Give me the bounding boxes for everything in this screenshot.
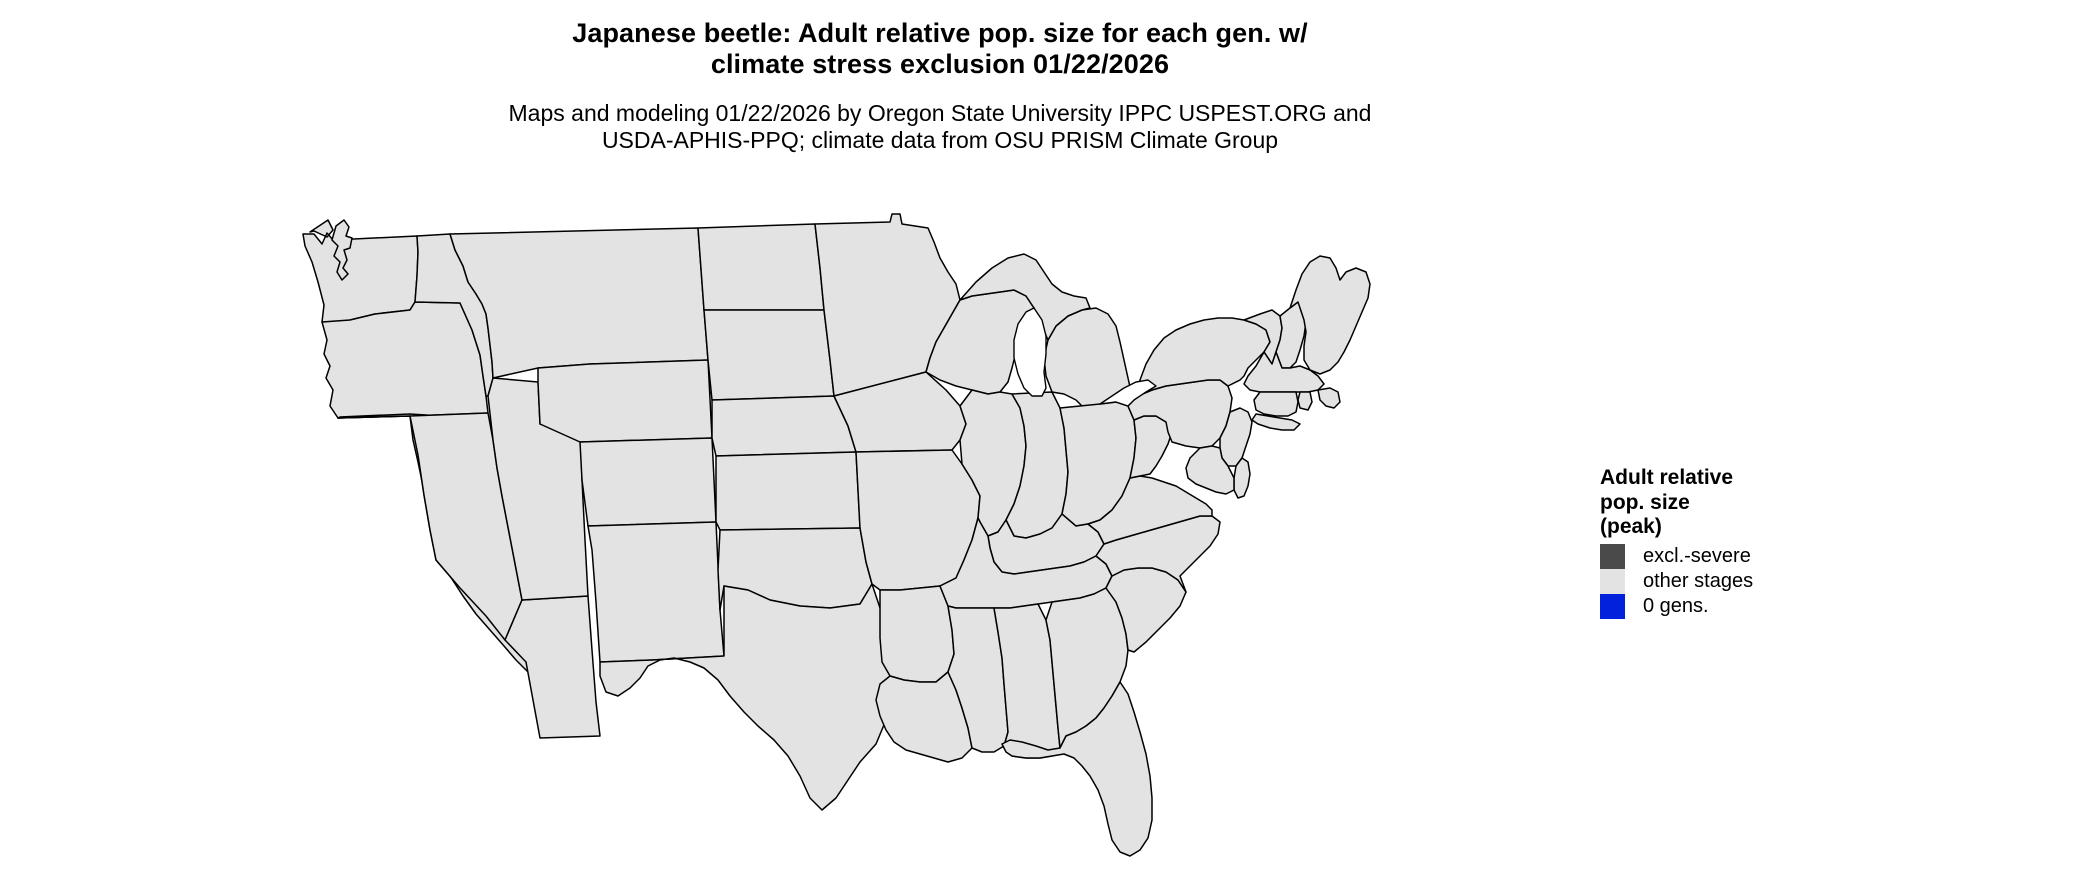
state-oregon[interactable] [321, 301, 489, 419]
page-title: Japanese beetle: Adult relative pop. siz… [572, 18, 1308, 80]
state-arkansas[interactable] [879, 585, 955, 683]
title-block: Japanese beetle: Adult relative pop. siz… [0, 18, 1880, 153]
state-kansas[interactable] [715, 451, 861, 531]
legend-item-excl-severe[interactable]: excl.-severe [1600, 543, 1930, 569]
figure-subtitle: Maps and modeling 01/22/2026 by Oregon S… [508, 99, 1372, 153]
cape-cod[interactable] [1317, 387, 1341, 409]
legend-title: Adult relative pop. size (peak) [1600, 466, 1734, 539]
state-michigan-upper[interactable] [959, 253, 1091, 341]
state-washington-islands[interactable] [331, 219, 353, 281]
state-colorado[interactable] [579, 437, 717, 527]
state-washington[interactable] [302, 219, 419, 326]
lake-erie [1099, 379, 1157, 407]
state-north-dakota[interactable] [697, 223, 825, 311]
legend-item-other-stages[interactable]: other stages [1600, 568, 1930, 594]
state-south-dakota[interactable] [703, 309, 835, 401]
state-maryland[interactable] [1185, 445, 1235, 495]
state-massachusetts[interactable] [1243, 351, 1325, 393]
state-virginia[interactable] [1087, 475, 1213, 545]
state-wyoming[interactable] [537, 359, 713, 443]
legend: Adult relative pop. size (peak) excl.-se… [1600, 466, 1930, 619]
state-arizona[interactable] [504, 595, 601, 739]
state-nebraska[interactable] [711, 395, 857, 457]
state-louisiana[interactable] [875, 671, 973, 763]
legend-item-zero-gens[interactable]: 0 gens. [1600, 593, 1930, 619]
state-texas[interactable] [599, 583, 897, 811]
lake-michigan [1013, 307, 1047, 397]
legend-label-excl-severe: excl.-severe [1643, 545, 1751, 568]
legend-swatch-other-stages [1600, 568, 1625, 594]
state-maine[interactable] [1289, 255, 1371, 375]
us-states-map[interactable] [300, 210, 1590, 880]
legend-swatch-zero-gens [1600, 593, 1625, 619]
legend-label-other-stages: other stages [1643, 570, 1754, 593]
state-connecticut[interactable] [1253, 391, 1299, 417]
long-island[interactable] [1251, 413, 1301, 431]
us-map-container[interactable] [300, 210, 1590, 880]
state-west-virginia[interactable] [1129, 415, 1173, 479]
state-florida[interactable] [1001, 681, 1153, 857]
legend-label-zero-gens: 0 gens. [1643, 595, 1709, 618]
state-rhode-island[interactable] [1297, 391, 1313, 411]
legend-swatch-excl-severe [1600, 543, 1625, 569]
state-new-mexico[interactable] [587, 521, 725, 663]
